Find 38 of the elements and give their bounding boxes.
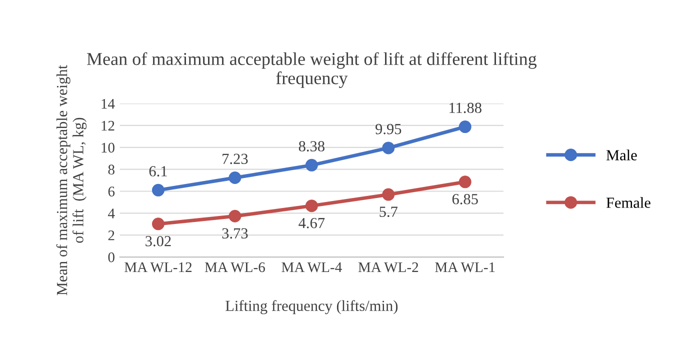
- x-tick-label: MA WL-4: [282, 262, 342, 272]
- x-axis-title: Lifting frequency (lifts/min): [226, 300, 398, 314]
- y-tick-label: 14: [102, 98, 115, 109]
- y-tick-label: 0: [108, 252, 114, 262]
- point: [305, 200, 318, 212]
- y-tick-label: 8: [108, 164, 114, 175]
- x-tick-label: MA WL-6: [204, 262, 265, 272]
- point: [458, 176, 472, 188]
- legend-label: Female: [606, 197, 650, 208]
- data-label: 6.1: [149, 166, 167, 176]
- data-label: 3.02: [146, 236, 171, 246]
- y-axis-title: Mean of maximum acceptable weight of lift (MA WL, kg): [56, 64, 87, 296]
- point: [458, 120, 472, 134]
- data-label: 7.23: [222, 154, 248, 164]
- y-tick-label: 10: [102, 142, 114, 153]
- point: [228, 210, 242, 222]
- data-label: 6.85: [452, 194, 478, 204]
- data-label: 5.7: [380, 206, 398, 217]
- point: [305, 158, 318, 172]
- data-label: 3.73: [222, 228, 248, 239]
- point: [152, 184, 164, 196]
- y-tick-label: 2: [108, 230, 114, 240]
- point: [382, 142, 395, 154]
- x-tick-label: MA WL-12: [124, 262, 192, 272]
- data-label: 4.67: [298, 218, 325, 228]
- point: [382, 188, 395, 201]
- data-label: 11.88: [450, 102, 482, 114]
- y-tick-label: 12: [102, 120, 114, 131]
- chart-title: Mean of maximum acceptable weight of lift at different lifting frequency: [86, 52, 537, 88]
- data-label: 8.38: [298, 141, 324, 152]
- x-tick-label: MA WL-1: [435, 262, 495, 272]
- data-label: 9.95: [376, 124, 402, 134]
- y-tick-label: 4: [108, 208, 115, 218]
- point: [228, 172, 242, 184]
- legend-label: Male: [606, 150, 637, 160]
- point: [152, 218, 164, 230]
- y-tick-label: 6: [108, 186, 115, 196]
- x-tick-label: MA WL-2: [358, 262, 418, 272]
